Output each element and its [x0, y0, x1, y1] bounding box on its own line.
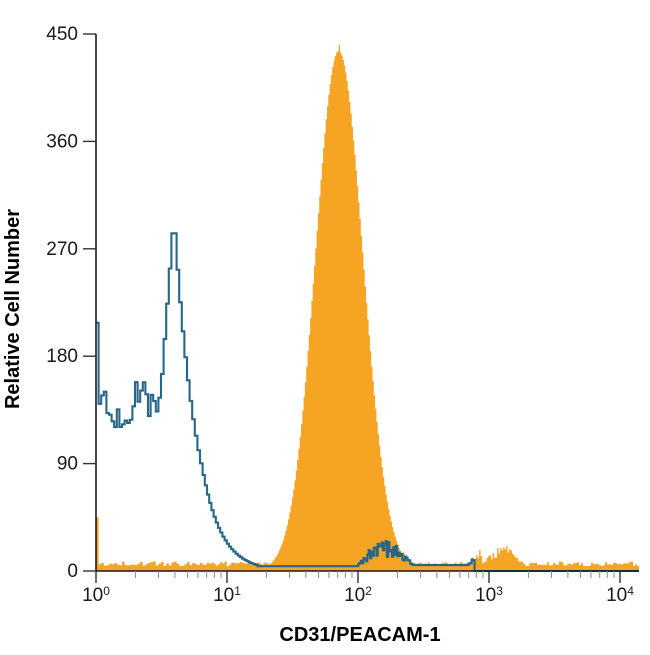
svg-text:0: 0 [67, 561, 78, 582]
svg-text:Relative Cell Number: Relative Cell Number [2, 209, 24, 409]
svg-text:180: 180 [46, 346, 78, 367]
svg-text:450: 450 [46, 24, 78, 45]
svg-text:CD31/PEACAM-1: CD31/PEACAM-1 [279, 624, 440, 646]
svg-text:270: 270 [46, 239, 78, 260]
svg-text:90: 90 [57, 454, 78, 475]
svg-text:360: 360 [46, 131, 78, 152]
